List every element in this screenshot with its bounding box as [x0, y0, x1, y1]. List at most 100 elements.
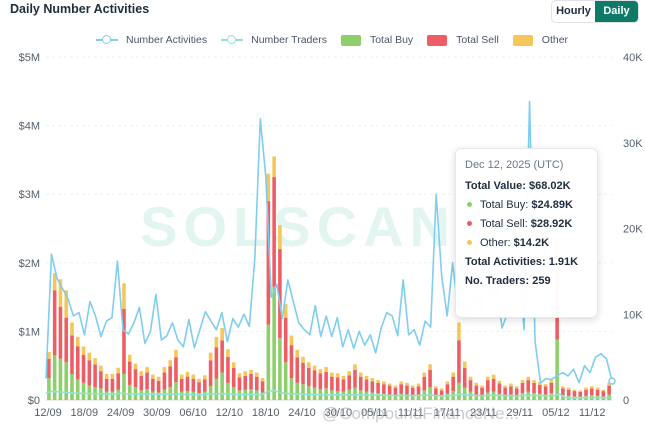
bar-total-buy: [457, 382, 461, 400]
bar-other: [168, 360, 172, 367]
bar-total-sell: [99, 371, 103, 389]
bar-total-sell: [272, 177, 276, 287]
bar-other: [497, 380, 502, 384]
bar-other: [70, 322, 74, 336]
bar-total-sell: [578, 391, 583, 397]
bar-total-sell: [497, 383, 502, 394]
bar-total-sell: [58, 306, 63, 359]
bar-total-buy: [191, 391, 196, 400]
footer-watermark: @CompoundFinanceNe...: [322, 404, 519, 423]
bar-other: [439, 388, 444, 391]
bar-total-sell: [526, 380, 531, 392]
bar-total-sell: [514, 388, 519, 396]
bar-total-buy: [203, 391, 207, 400]
bar-total-sell: [70, 335, 74, 374]
bar-total-sell: [451, 376, 455, 392]
bar-other: [561, 386, 565, 389]
bar-total-buy: [151, 391, 155, 400]
bar-total-buy: [127, 384, 132, 400]
bar-other: [382, 381, 386, 385]
bar-total-buy: [156, 392, 161, 400]
hourly-button[interactable]: Hourly: [556, 5, 591, 17]
tooltip-date: Dec 12, 2025 (UTC): [465, 159, 564, 171]
bar-total-sell: [393, 387, 398, 396]
x-tick-label: 12/09: [34, 407, 62, 419]
bar-other: [445, 381, 450, 385]
bar-other: [584, 387, 588, 390]
bar-total-buy: [503, 395, 507, 400]
bar-total-sell: [208, 360, 213, 387]
bar-total-buy: [405, 394, 409, 400]
bar-total-sell: [462, 367, 467, 388]
bar-total-buy: [555, 339, 559, 400]
bar-total-sell: [468, 380, 473, 392]
bar-other: [538, 382, 542, 385]
bar-total-buy: [509, 394, 513, 400]
bar-total-sell: [503, 387, 507, 396]
bar-other: [434, 386, 438, 389]
legend-total-buy[interactable]: Total Buy: [340, 34, 413, 46]
bar-total-sell: [595, 389, 600, 396]
bar-total-sell: [127, 361, 132, 385]
bar-total-buy: [70, 373, 74, 400]
bar-total-buy: [179, 391, 184, 400]
bar-total-buy: [278, 338, 282, 400]
legend-number-activities[interactable]: Number Activities: [96, 34, 207, 46]
bar-total-sell: [399, 384, 403, 394]
tooltip-other: Other: $14.2K: [465, 237, 597, 249]
bar-total-buy: [439, 396, 444, 400]
x-tick-label: 06/10: [179, 407, 207, 419]
bar-total-buy: [64, 362, 68, 400]
bar-total-sell: [185, 376, 190, 392]
interval-toggle: Hourly Daily: [551, 0, 639, 23]
bar-other: [243, 371, 248, 376]
bar-total-sell: [312, 370, 317, 388]
bar-other: [364, 375, 369, 380]
bar-total-sell: [64, 317, 68, 363]
daily-button[interactable]: Daily: [595, 1, 638, 22]
bar-total-buy: [416, 394, 421, 400]
bar-total-buy: [538, 393, 542, 400]
bar-total-sell: [422, 376, 427, 391]
bar-total-buy: [370, 392, 375, 400]
bar-other: [347, 371, 351, 376]
y-right-tick-label: 10K: [623, 309, 643, 321]
bar-total-sell: [81, 354, 86, 383]
bar-total-sell: [532, 382, 536, 394]
bar-total-buy: [497, 393, 502, 400]
bar-total-sell: [110, 378, 115, 392]
bar-total-buy: [226, 382, 230, 400]
x-tick-label: 24/10: [288, 407, 316, 419]
bar-other: [509, 383, 513, 387]
bar-total-buy: [428, 386, 432, 400]
chart-tooltip: Dec 12, 2025 (UTC) Total Value: $68.02K …: [455, 148, 598, 318]
bar-total-sell: [387, 385, 392, 395]
x-tick-label: 05/12: [542, 407, 570, 419]
x-tick-label: 24/09: [107, 407, 135, 419]
legend-total-sell[interactable]: Total Sell: [427, 34, 499, 46]
bar-total-buy: [307, 386, 311, 400]
legend-other[interactable]: Other: [512, 34, 568, 46]
bar-other: [249, 369, 253, 374]
bar-total-sell: [214, 347, 219, 379]
bar-total-sell: [237, 377, 242, 391]
bar-total-buy: [197, 393, 201, 400]
bar-other: [393, 385, 398, 388]
bar-total-sell: [572, 391, 577, 397]
y-left-tick-label: $4M: [19, 121, 40, 133]
bar-total-sell: [601, 391, 606, 397]
legend-number-traders[interactable]: Number Traders: [221, 34, 327, 46]
line-circle-icon: [96, 35, 118, 45]
bar-total-sell: [566, 389, 571, 396]
bar-other: [376, 380, 380, 383]
bar-other: [428, 364, 432, 370]
bar-total-sell: [434, 388, 438, 396]
bar-total-sell: [266, 201, 271, 325]
page-title: Daily Number Activities: [10, 2, 150, 16]
bar-total-sell: [607, 385, 611, 395]
bar-total-buy: [295, 382, 300, 400]
bar-total-sell: [416, 386, 421, 395]
bar-total-sell: [405, 385, 409, 395]
bar-other: [578, 390, 583, 392]
line-number-traders: [45, 389, 613, 399]
